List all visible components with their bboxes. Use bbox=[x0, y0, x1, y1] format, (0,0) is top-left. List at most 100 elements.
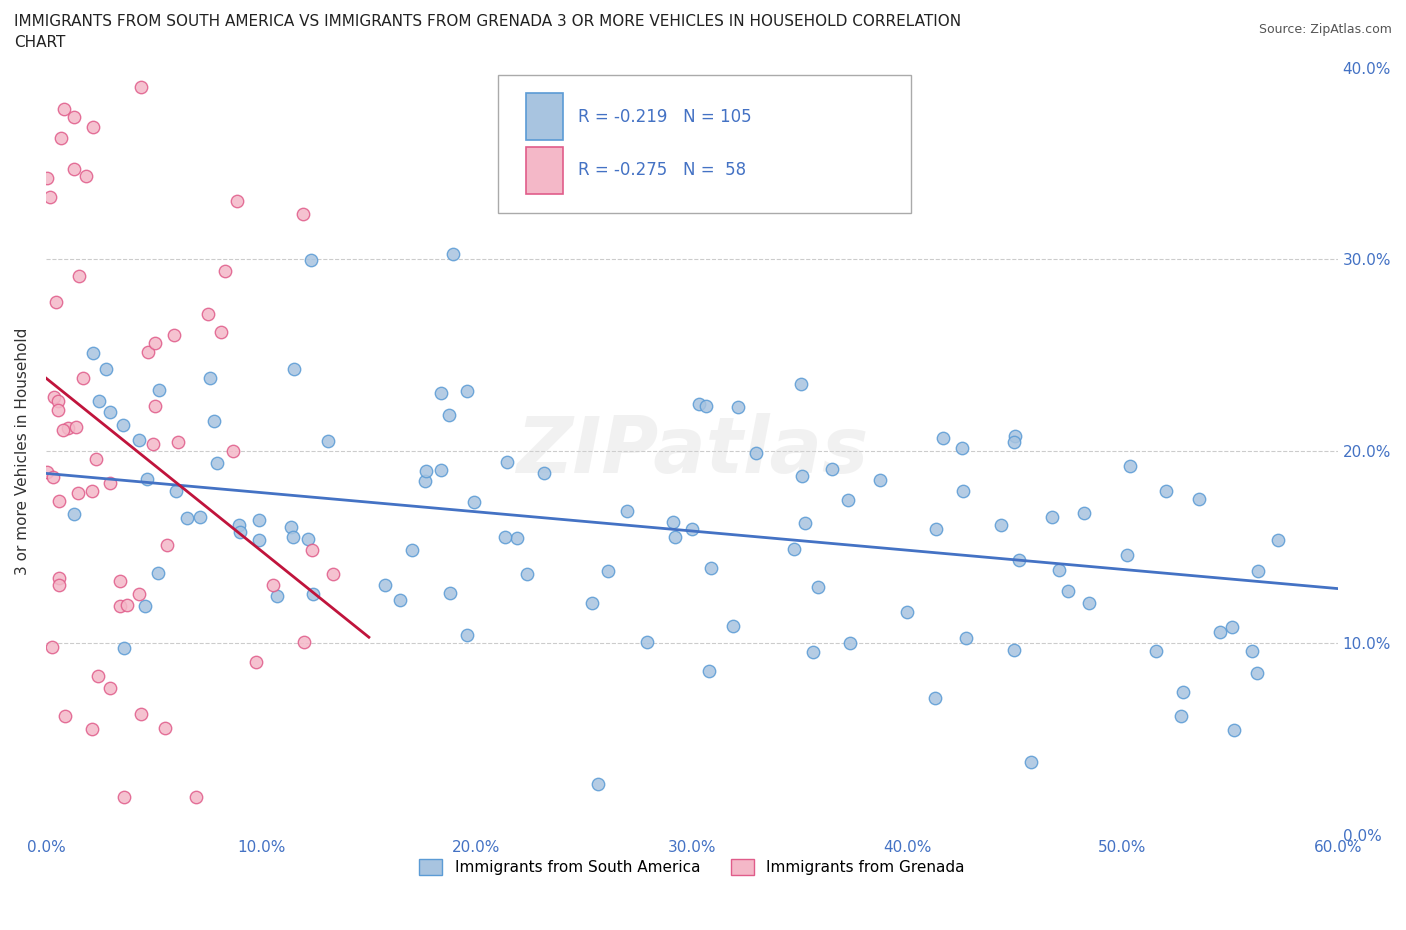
Point bbox=[1008, 552, 1031, 567]
Point bbox=[952, 484, 974, 498]
Point bbox=[112, 790, 135, 804]
Point bbox=[1073, 506, 1095, 521]
Point bbox=[66, 485, 89, 500]
Text: IMMIGRANTS FROM SOUTH AMERICA VS IMMIGRANTS FROM GRENADA 3 OR MORE VEHICLES IN H: IMMIGRANTS FROM SOUTH AMERICA VS IMMIGRA… bbox=[14, 14, 962, 29]
Point bbox=[925, 522, 948, 537]
Text: ZIPatlas: ZIPatlas bbox=[516, 414, 868, 489]
Point bbox=[456, 383, 478, 398]
Point bbox=[82, 721, 104, 736]
Point bbox=[52, 101, 75, 116]
Point bbox=[117, 597, 139, 612]
Point bbox=[84, 451, 107, 466]
Point bbox=[1173, 684, 1195, 699]
Point bbox=[662, 514, 685, 529]
Point bbox=[415, 463, 437, 478]
Point bbox=[1188, 492, 1211, 507]
Point bbox=[266, 589, 288, 604]
Point bbox=[801, 644, 824, 659]
Point bbox=[142, 436, 165, 451]
Point bbox=[299, 253, 322, 268]
Point bbox=[82, 120, 104, 135]
Point bbox=[46, 403, 69, 418]
Point bbox=[297, 531, 319, 546]
Point bbox=[209, 325, 232, 339]
Point bbox=[1002, 434, 1025, 449]
Point bbox=[456, 628, 478, 643]
Point bbox=[98, 405, 121, 419]
Text: R = -0.219   N = 105: R = -0.219 N = 105 bbox=[578, 108, 752, 126]
FancyBboxPatch shape bbox=[498, 75, 911, 213]
Point bbox=[247, 512, 270, 527]
Point bbox=[155, 721, 177, 736]
Point bbox=[1002, 643, 1025, 658]
Point bbox=[65, 419, 87, 434]
Legend: Immigrants from South America, Immigrants from Grenada: Immigrants from South America, Immigrant… bbox=[413, 853, 970, 882]
Point bbox=[148, 566, 170, 581]
Point bbox=[166, 435, 188, 450]
Point bbox=[283, 361, 305, 376]
Point bbox=[301, 587, 323, 602]
Point bbox=[114, 641, 136, 656]
Point bbox=[1057, 584, 1080, 599]
Point bbox=[1078, 595, 1101, 610]
Point bbox=[131, 79, 153, 94]
Point bbox=[924, 690, 946, 705]
Point bbox=[1019, 754, 1042, 769]
Point bbox=[807, 579, 830, 594]
Point bbox=[262, 578, 284, 592]
Point bbox=[681, 522, 703, 537]
Point bbox=[87, 669, 110, 684]
Point bbox=[1209, 625, 1232, 640]
Point bbox=[596, 564, 619, 578]
Point bbox=[790, 469, 813, 484]
Point bbox=[316, 433, 339, 448]
Point bbox=[496, 455, 519, 470]
Point bbox=[437, 408, 460, 423]
Point bbox=[430, 462, 453, 477]
Point bbox=[516, 567, 538, 582]
Point bbox=[48, 570, 70, 585]
Point bbox=[280, 519, 302, 534]
Point bbox=[1246, 665, 1268, 680]
Point bbox=[723, 619, 745, 634]
Point bbox=[82, 484, 104, 498]
Point bbox=[441, 246, 464, 261]
Point bbox=[82, 345, 104, 360]
Point bbox=[439, 586, 461, 601]
Point bbox=[990, 517, 1012, 532]
Point bbox=[143, 336, 166, 351]
Point bbox=[129, 706, 152, 721]
Point bbox=[955, 631, 977, 645]
Point bbox=[62, 161, 84, 176]
Point bbox=[695, 399, 717, 414]
Point bbox=[301, 543, 323, 558]
Point bbox=[586, 777, 609, 791]
Y-axis label: 3 or more Vehicles in Household: 3 or more Vehicles in Household bbox=[15, 327, 30, 575]
Point bbox=[1004, 429, 1026, 444]
Point bbox=[176, 511, 198, 525]
Point bbox=[198, 370, 221, 385]
Point bbox=[869, 473, 891, 488]
Point bbox=[281, 530, 304, 545]
Point bbox=[931, 431, 953, 445]
Point bbox=[896, 604, 918, 619]
Point bbox=[506, 531, 529, 546]
Point bbox=[39, 190, 62, 205]
Point bbox=[727, 400, 749, 415]
Point bbox=[197, 307, 219, 322]
Point bbox=[1241, 644, 1264, 658]
Point bbox=[128, 586, 150, 601]
Point bbox=[188, 510, 211, 525]
Point bbox=[292, 634, 315, 649]
Point bbox=[148, 382, 170, 397]
Point bbox=[463, 494, 485, 509]
Point bbox=[108, 598, 131, 613]
Point bbox=[110, 574, 132, 589]
Point bbox=[697, 663, 720, 678]
Point bbox=[75, 168, 97, 183]
Point bbox=[63, 110, 86, 125]
Point bbox=[581, 595, 603, 610]
Point bbox=[245, 655, 267, 670]
Point bbox=[53, 709, 76, 724]
Point bbox=[87, 393, 110, 408]
